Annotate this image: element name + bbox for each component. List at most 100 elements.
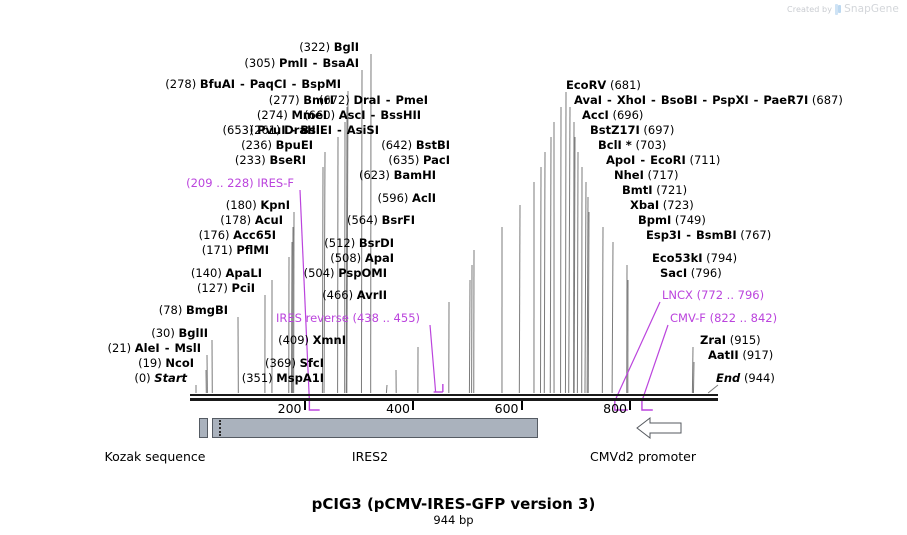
restriction-site-label[interactable]: AccI (696) <box>582 109 643 122</box>
restriction-site-label[interactable]: (660) AscI - BssHII <box>304 109 421 122</box>
restriction-site-label[interactable]: (178) AcuI <box>220 214 283 227</box>
snapgene-logo-icon <box>835 3 841 15</box>
restriction-site-label[interactable]: (305) PmlI - BsaAI <box>244 57 359 70</box>
restriction-site-label[interactable]: (127) PciI <box>197 282 255 295</box>
restriction-site-label[interactable]: (277) BmrI <box>269 94 334 107</box>
site-position: (19) <box>138 356 162 370</box>
enzyme-name: BglII <box>178 326 209 340</box>
feature-annotation-label[interactable]: CMV-F (822 .. 842) <box>670 312 777 325</box>
feature-arrow-cmvd2[interactable] <box>636 416 682 440</box>
site-position: (687) <box>811 93 843 107</box>
restriction-site-label[interactable]: (274) MmeI <box>257 109 327 122</box>
restriction-site-label[interactable]: (261) DraIII <box>250 124 320 137</box>
site-position: (127) <box>196 281 228 295</box>
restriction-site-label[interactable]: (504) PspOMI <box>304 267 387 280</box>
restriction-site-label[interactable]: (176) Acc65I <box>199 229 276 242</box>
name-separator: - <box>236 77 249 91</box>
ruler-tick <box>412 401 414 410</box>
restriction-site-label[interactable]: (653) PvuI - BsiEI - AsiSI <box>223 124 379 137</box>
feature-box-kozak[interactable] <box>199 418 208 438</box>
restriction-site-label[interactable]: (140) ApaLI <box>191 267 262 280</box>
site-position: (261) <box>249 123 281 137</box>
restriction-site-label[interactable]: AatII (917) <box>708 349 773 362</box>
restriction-site-label[interactable]: EcoRV (681) <box>566 79 641 92</box>
feature-range: (822 .. 842) <box>709 311 778 325</box>
restriction-site-label[interactable]: (322) BglI <box>299 41 359 54</box>
restriction-site-label[interactable]: (564) BsrFI <box>347 214 415 227</box>
restriction-site-label[interactable]: (409) XmnI <box>278 334 346 347</box>
restriction-site-label[interactable]: Eco53kI (794) <box>652 252 737 265</box>
site-position: (178) <box>220 213 252 227</box>
restriction-site-label[interactable]: (278) BfuAI - PaqCI - BspMI <box>165 78 341 91</box>
enzyme-name: BglI <box>333 40 359 54</box>
enzyme-name: BmrI <box>303 93 334 107</box>
restriction-site-label[interactable]: (642) BstBI <box>381 139 450 152</box>
restriction-site-label[interactable]: (596) AclI <box>377 192 436 205</box>
page-title: pCIG3 (pCMV-IRES-GFP version 3) <box>311 495 596 513</box>
restriction-site-label[interactable]: (180) KpnI <box>226 199 290 212</box>
feature-annotation-label[interactable]: (209 .. 228) IRES-F <box>186 177 294 190</box>
ruler-tick-label: 200 <box>277 401 302 416</box>
restriction-site-label[interactable]: (351) MspA1I <box>242 372 324 385</box>
restriction-site-label[interactable]: (623) BamHI <box>359 169 436 182</box>
restriction-site-label[interactable]: (236) BpuEI <box>241 139 313 152</box>
restriction-site-label[interactable]: BclI * (703) <box>598 139 666 152</box>
restriction-site-label[interactable]: End (944) <box>716 372 775 385</box>
site-position: (681) <box>610 78 641 92</box>
restriction-site-label[interactable]: (466) AvrII <box>322 289 387 302</box>
site-position: (672) <box>318 93 350 107</box>
site-position: (233) <box>234 153 266 167</box>
restriction-site-label[interactable]: (512) BsrDI <box>324 237 394 250</box>
restriction-site-label[interactable]: (78) BmgBI <box>159 304 228 317</box>
restriction-site-label[interactable]: (635) PacI <box>388 154 450 167</box>
feature-annotation-label[interactable]: IRES reverse (438 .. 455) <box>276 312 420 325</box>
restriction-site-label[interactable]: XbaI (723) <box>630 199 694 212</box>
site-position: (794) <box>706 251 738 265</box>
restriction-site-label[interactable]: BmtI (721) <box>622 184 687 197</box>
site-position: (796) <box>690 266 722 280</box>
restriction-site-label[interactable]: Esp3I - BsmBI (767) <box>646 229 771 242</box>
enzyme-name: EcoRI <box>650 153 686 167</box>
feature-track-label: IRES2 <box>351 449 389 464</box>
enzyme-name: BfuAI <box>199 77 236 91</box>
restriction-site-label[interactable]: (30) BglII <box>151 327 208 340</box>
site-position: (623) <box>358 168 390 182</box>
restriction-site-label[interactable]: SacI (796) <box>660 267 722 280</box>
restriction-site-label[interactable]: BpmI (749) <box>638 214 706 227</box>
enzyme-name: BmgBI <box>185 303 228 317</box>
restriction-site-label[interactable]: AvaI - XhoI - BsoBI - PspXI - PaeR7I (68… <box>574 94 843 107</box>
site-position: (0) <box>134 371 151 385</box>
restriction-site-label[interactable]: (369) SfcI <box>265 357 324 370</box>
restriction-site-label[interactable]: ZraI (915) <box>700 334 761 347</box>
site-position: (171) <box>201 243 233 257</box>
enzyme-name: AvaI <box>574 93 603 107</box>
ruler-tick <box>629 401 631 410</box>
enzyme-name: Acc65I <box>233 228 276 242</box>
name-separator: - <box>332 123 346 137</box>
restriction-site-label[interactable]: NheI (717) <box>614 169 678 182</box>
restriction-site-label[interactable]: (233) BseRI <box>235 154 306 167</box>
name-separator: - <box>603 93 616 107</box>
watermark-prefix: Created by <box>787 4 833 14</box>
name-separator: - <box>682 228 695 242</box>
restriction-site-label[interactable]: (21) AleI - MslI <box>108 342 201 355</box>
restriction-site-label[interactable]: ApoI - EcoRI (711) <box>606 154 720 167</box>
ruler-tick-label: 400 <box>386 401 410 416</box>
restriction-site-label[interactable]: BstZ17I (697) <box>590 124 674 137</box>
restriction-site-label[interactable]: (0) Start <box>134 372 187 385</box>
feature-box-ires2[interactable] <box>212 418 538 438</box>
enzyme-name: AsiSI <box>346 123 379 137</box>
enzyme-name: AscI <box>338 108 366 122</box>
restriction-site-label[interactable]: (672) DraI - PmeI <box>319 94 428 107</box>
backbone-bottom-strand <box>190 398 718 401</box>
feature-annotation-label[interactable]: LNCX (772 .. 796) <box>662 289 764 302</box>
restriction-site-label[interactable]: (171) PflMI <box>202 244 269 257</box>
name-separator: - <box>286 123 300 137</box>
feature-name: IRES reverse <box>276 311 349 325</box>
restriction-site-label[interactable]: (508) ApaI <box>330 252 394 265</box>
restriction-site-label[interactable]: (19) NcoI <box>138 357 194 370</box>
enzyme-name: NcoI <box>165 356 194 370</box>
site-position: (717) <box>647 168 679 182</box>
enzyme-name: SacI <box>660 266 688 280</box>
enzyme-name: AclI <box>412 191 436 205</box>
